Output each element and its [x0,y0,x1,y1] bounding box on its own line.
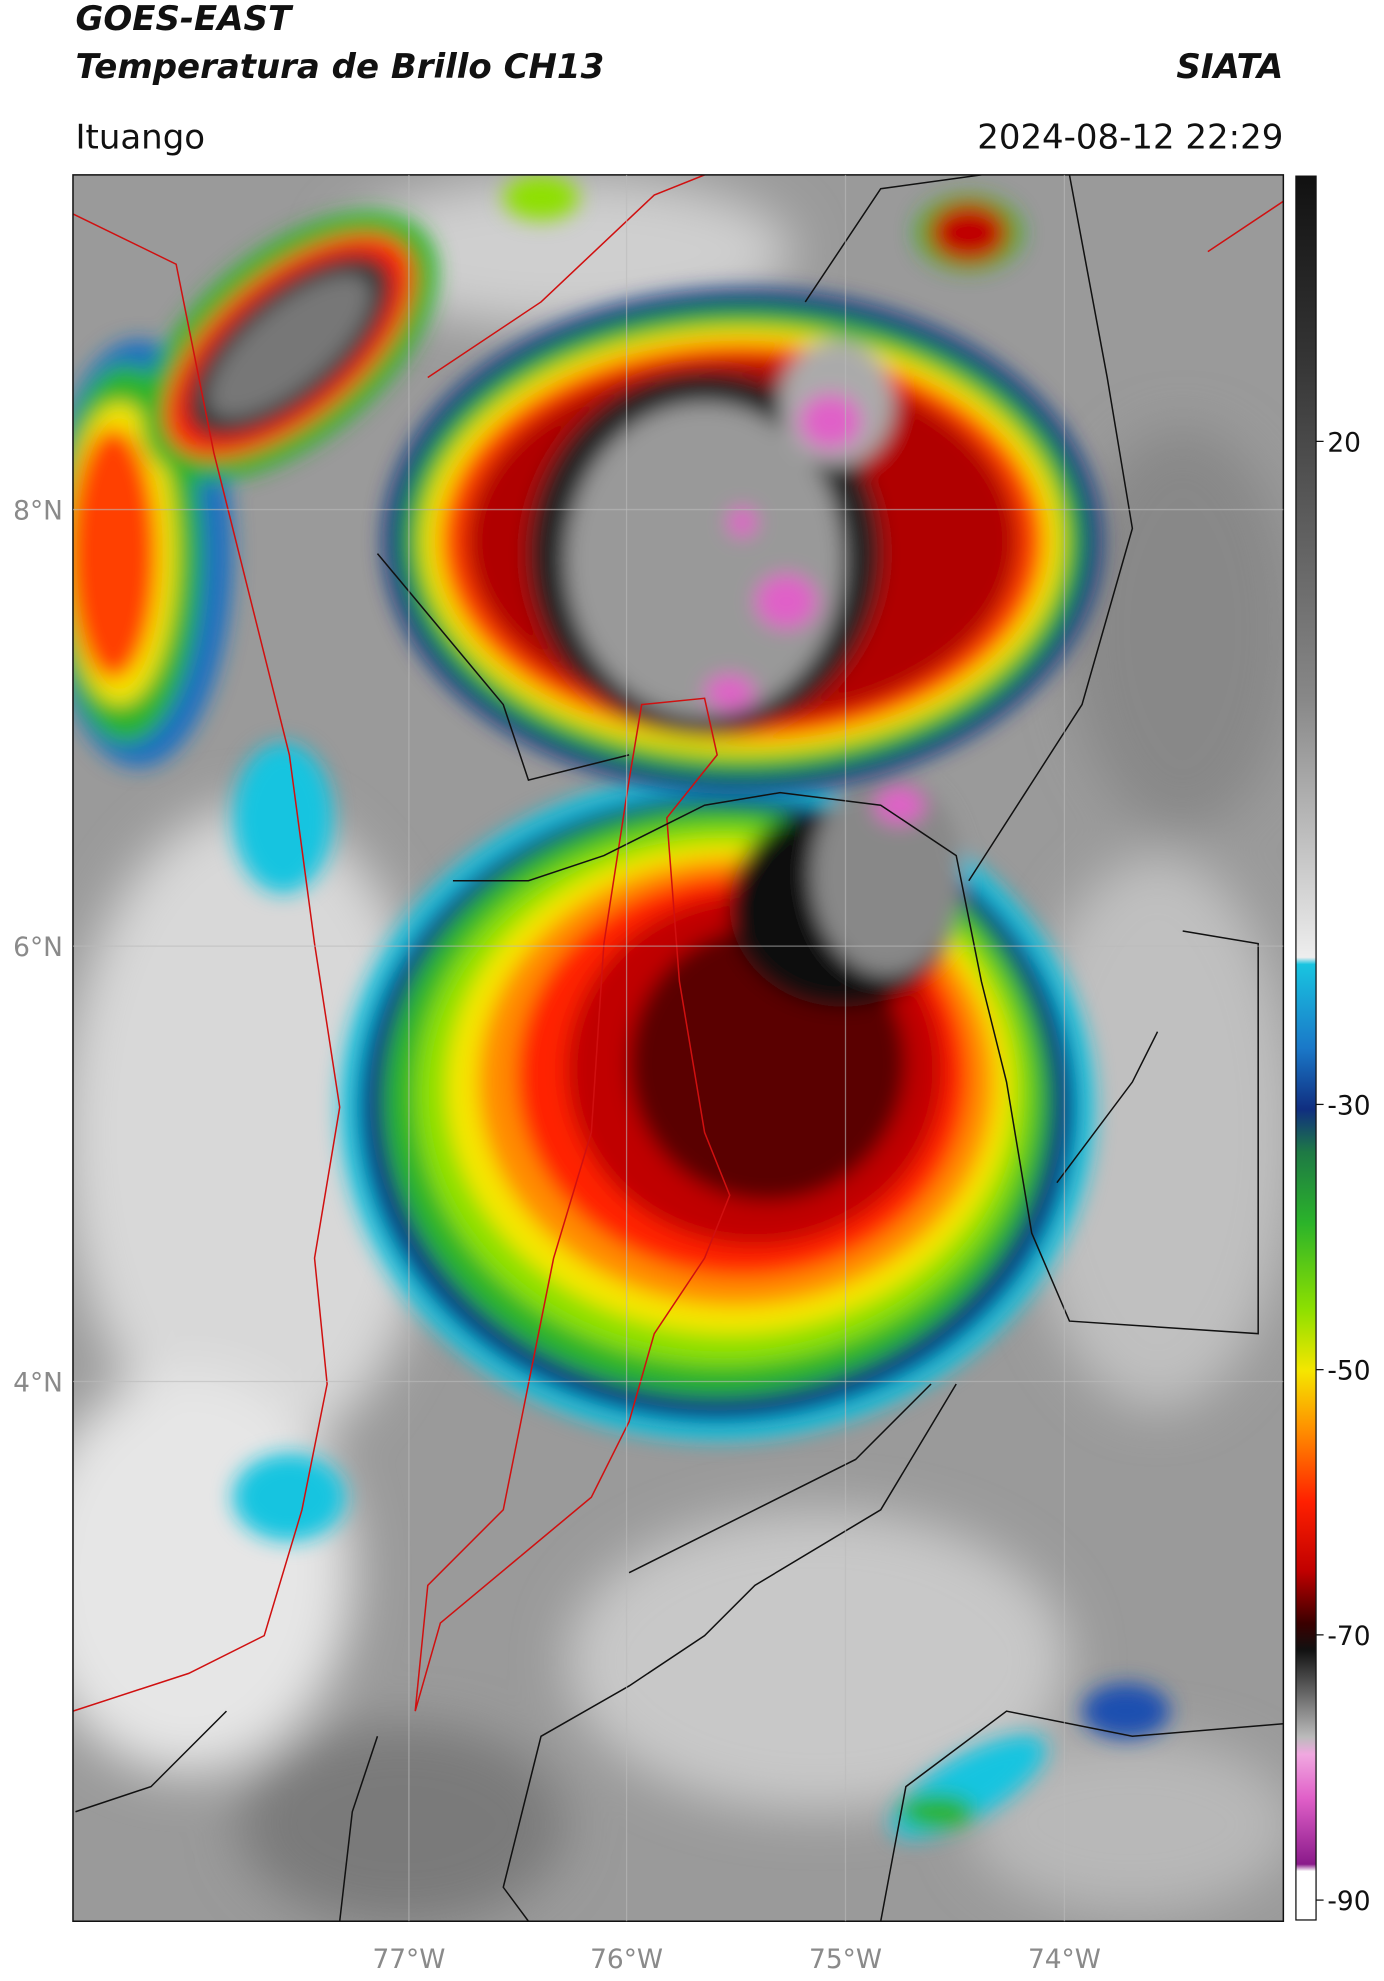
subtitle: Temperatura de Brillo CH13 [75,47,604,87]
lat-label: 4°N [13,1368,63,1399]
map-frame [72,174,1285,1922]
colorbar-tick-label: -70 [1327,1621,1370,1652]
title: GOES-EAST [75,0,293,39]
graticule: 8°N 6°N 4°N 77°W 76°W 75°W 74°W [13,174,1284,1975]
location: Ituango [75,117,205,157]
satellite-image [72,174,1284,1922]
lat-label: 6°N [13,932,63,963]
colorbar-tick-label: -30 [1327,1090,1370,1121]
colorbar-tick-label: -50 [1327,1356,1370,1387]
colorbar-gradient [1295,175,1317,1921]
lon-label: 75°W [809,1944,882,1975]
colorbar-tick-label: 20 [1327,427,1361,458]
datetime: 2024-08-12 22:29 [977,117,1283,157]
lon-label: 74°W [1028,1944,1101,1975]
lat-label: 8°N [13,496,63,527]
source: SIATA [1176,47,1283,87]
colorbar-tick-label: -90 [1327,1886,1370,1917]
colorbar: 20 -30 -50 -70 -90 [1295,175,1371,1921]
lon-label: 77°W [372,1944,445,1975]
lon-label: 76°W [590,1944,663,1975]
